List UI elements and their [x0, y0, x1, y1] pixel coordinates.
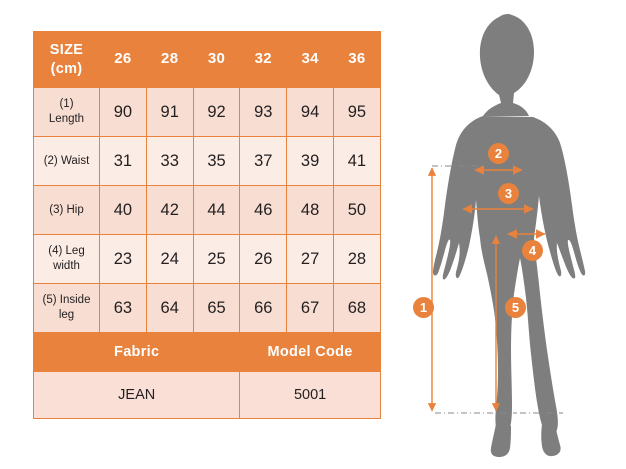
measurement-diagram: 1 2 3 4 5	[395, 0, 626, 469]
header-size-line1: SIZE	[49, 42, 84, 59]
row-label-inside-leg: (5) Inside leg	[33, 283, 100, 333]
table-row: (4) Leg width 23 24 25 26 27 28	[33, 234, 381, 284]
cell-waist-30: 35	[192, 136, 241, 186]
header-size-cm: SIZE (cm)	[33, 31, 100, 88]
cell-waist-36: 41	[332, 136, 381, 186]
cell-hip-28: 42	[145, 185, 194, 235]
row-label-waist: (2) Waist	[33, 136, 100, 186]
cell-hip-30: 44	[192, 185, 241, 235]
cell-hip-36: 50	[332, 185, 381, 235]
cell-insideleg-36: 68	[332, 283, 381, 333]
marker-5-inside-leg: 5	[505, 297, 526, 318]
header-size-30: 30	[192, 31, 241, 88]
cell-insideleg-28: 64	[145, 283, 194, 333]
table-row: (2) Waist 31 33 35 37 39 41	[33, 136, 381, 186]
cell-legwidth-36: 28	[332, 234, 381, 284]
cell-legwidth-34: 27	[286, 234, 334, 284]
row-label-leg-width: (4) Leg width	[33, 234, 100, 284]
size-chart-table: SIZE (cm) 26 28 30 32 34 36 (1) Length 9…	[32, 31, 381, 419]
marker-4-leg-width: 4	[522, 240, 543, 261]
row-label-line2: Length	[48, 113, 85, 125]
cell-length-28: 91	[145, 87, 194, 137]
cell-insideleg-34: 67	[286, 283, 334, 333]
cell-hip-32: 46	[239, 185, 288, 235]
row-label-length: (1) Length	[33, 87, 100, 137]
row-label-line1: (3) Hip	[49, 203, 84, 216]
row-label-line2: width	[53, 260, 80, 272]
cell-hip-26: 40	[99, 185, 147, 235]
marker-2-waist: 2	[488, 143, 509, 164]
cell-insideleg-32: 66	[239, 283, 288, 333]
cell-waist-28: 33	[145, 136, 194, 186]
cell-legwidth-30: 25	[192, 234, 241, 284]
row-label-line1: (4) Leg	[48, 245, 85, 258]
table-row: (1) Length 90 91 92 93 94 95	[33, 87, 381, 137]
row-label-hip: (3) Hip	[33, 185, 100, 235]
cell-waist-32: 37	[239, 136, 288, 186]
value-fabric: JEAN	[32, 371, 241, 419]
header-size-32: 32	[239, 31, 288, 88]
header-size-line2: (cm)	[50, 60, 83, 77]
footer-value-row: JEAN 5001	[32, 371, 381, 419]
row-label-line1: (2) Waist	[43, 154, 90, 167]
cell-waist-34: 39	[286, 136, 334, 186]
marker-1-length: 1	[413, 297, 434, 318]
header-size-28: 28	[145, 31, 194, 88]
header-size-34: 34	[286, 31, 334, 88]
header-fabric: Fabric	[32, 332, 241, 372]
marker-3-hip: 3	[498, 183, 519, 204]
header-size-26: 26	[99, 31, 147, 88]
cell-length-30: 92	[192, 87, 241, 137]
cell-insideleg-30: 65	[192, 283, 241, 333]
table-header-row: SIZE (cm) 26 28 30 32 34 36	[33, 31, 381, 88]
cell-length-32: 93	[239, 87, 288, 137]
cell-legwidth-32: 26	[239, 234, 288, 284]
silhouette-body	[433, 13, 586, 457]
value-model-code: 5001	[239, 371, 381, 419]
cell-hip-34: 48	[286, 185, 334, 235]
table-row: (5) Inside leg 63 64 65 66 67 68	[33, 283, 381, 333]
header-model-code: Model Code	[239, 332, 381, 372]
cell-length-26: 90	[99, 87, 147, 137]
header-size-36: 36	[332, 31, 381, 88]
row-label-line1: (5) Inside	[42, 294, 91, 307]
footer-header-row: Fabric Model Code	[32, 332, 381, 372]
female-silhouette-svg	[427, 13, 586, 457]
table-row: (3) Hip 40 42 44 46 48 50	[33, 185, 381, 235]
cell-legwidth-26: 23	[99, 234, 147, 284]
cell-length-34: 94	[286, 87, 334, 137]
cell-length-36: 95	[332, 87, 381, 137]
cell-legwidth-28: 24	[145, 234, 194, 284]
cell-waist-26: 31	[99, 136, 147, 186]
row-label-line1: (1)	[59, 98, 74, 111]
row-label-line2: leg	[58, 309, 75, 321]
cell-insideleg-26: 63	[99, 283, 147, 333]
